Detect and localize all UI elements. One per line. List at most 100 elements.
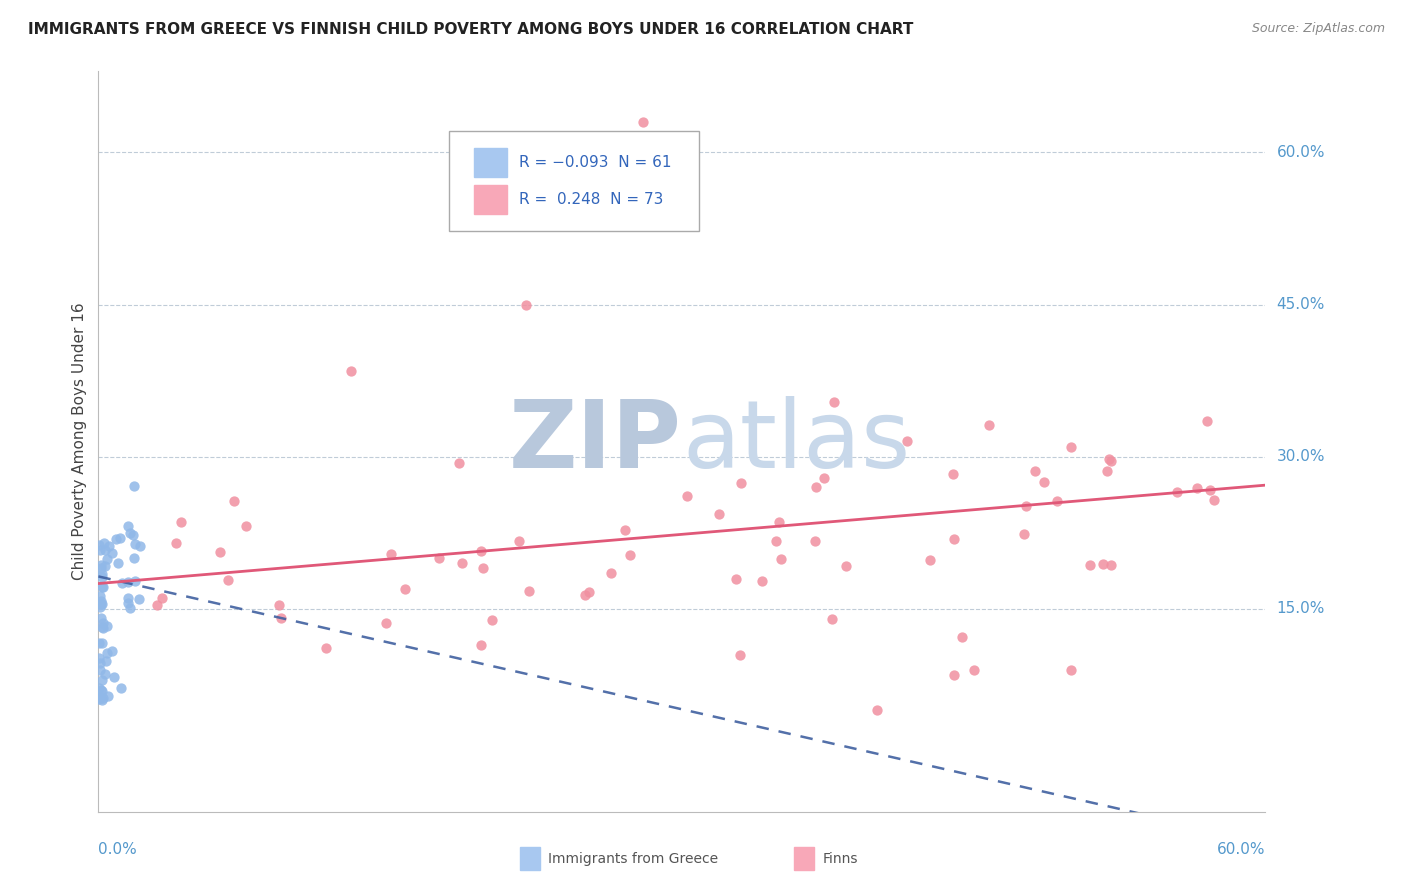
Text: atlas: atlas xyxy=(682,395,910,488)
Point xyxy=(1095,464,1118,478)
Point xyxy=(89,651,111,665)
Point xyxy=(614,523,637,537)
Point xyxy=(96,646,118,660)
Point xyxy=(1099,558,1122,572)
Text: Source: ZipAtlas.com: Source: ZipAtlas.com xyxy=(1251,22,1385,36)
Point xyxy=(93,536,115,550)
Point xyxy=(380,547,402,561)
Point xyxy=(128,592,150,607)
Text: R =  0.248  N = 73: R = 0.248 N = 73 xyxy=(519,192,662,207)
Point xyxy=(676,489,699,503)
Point xyxy=(101,546,124,560)
Point xyxy=(101,643,124,657)
Bar xyxy=(474,147,508,178)
Point xyxy=(150,591,173,605)
Point xyxy=(1195,414,1218,428)
Point xyxy=(447,456,470,470)
Point xyxy=(146,599,169,613)
Point xyxy=(89,636,111,650)
Point xyxy=(730,475,752,490)
Point xyxy=(129,539,152,553)
Point xyxy=(515,298,537,312)
Point xyxy=(93,559,115,574)
Point xyxy=(471,561,494,575)
Point xyxy=(1014,499,1036,513)
Point xyxy=(96,551,118,566)
Point xyxy=(804,480,827,494)
Text: IMMIGRANTS FROM GREECE VS FINNISH CHILD POVERTY AMONG BOYS UNDER 16 CORRELATION : IMMIGRANTS FROM GREECE VS FINNISH CHILD … xyxy=(28,22,914,37)
Point xyxy=(93,615,115,630)
Point xyxy=(89,690,111,704)
Point xyxy=(90,593,112,607)
Point xyxy=(124,550,146,565)
Point xyxy=(120,601,142,615)
Point xyxy=(619,548,641,562)
Point xyxy=(896,434,918,448)
Point xyxy=(942,533,965,547)
Point xyxy=(91,690,114,705)
Point xyxy=(91,620,114,634)
Point xyxy=(1024,464,1046,478)
Text: ZIP: ZIP xyxy=(509,395,682,488)
Point xyxy=(962,663,984,677)
Point xyxy=(111,576,134,591)
Point xyxy=(208,544,231,558)
Point xyxy=(1060,440,1083,454)
Point xyxy=(834,559,856,574)
Point xyxy=(124,537,146,551)
Point xyxy=(89,589,111,603)
Point xyxy=(866,703,889,717)
Point xyxy=(94,667,117,681)
Point xyxy=(89,656,111,670)
Point xyxy=(170,515,193,529)
Point xyxy=(1098,452,1121,467)
Point xyxy=(394,582,416,597)
Point xyxy=(121,528,143,542)
Point xyxy=(104,532,127,546)
Point xyxy=(1166,484,1188,499)
Point xyxy=(89,681,111,696)
Point xyxy=(470,638,492,652)
Point xyxy=(91,673,114,688)
Point xyxy=(943,668,966,682)
Point xyxy=(90,611,112,625)
Point xyxy=(120,525,142,540)
Point xyxy=(108,531,131,545)
Point xyxy=(117,591,139,606)
Text: Immigrants from Greece: Immigrants from Greece xyxy=(548,852,718,865)
Point xyxy=(578,585,600,599)
Point xyxy=(765,534,787,549)
Point xyxy=(90,598,112,612)
Point xyxy=(481,613,503,627)
Point xyxy=(920,553,942,567)
Point xyxy=(96,619,118,633)
Point xyxy=(375,615,398,630)
Point xyxy=(821,612,844,626)
Point xyxy=(103,670,125,684)
Text: R = −0.093  N = 61: R = −0.093 N = 61 xyxy=(519,155,671,169)
Point xyxy=(90,558,112,572)
Point xyxy=(117,596,139,610)
Point xyxy=(574,588,596,602)
Point xyxy=(110,681,132,696)
Point xyxy=(1185,481,1208,495)
Point xyxy=(124,574,146,588)
Point xyxy=(90,561,112,575)
Text: 0.0%: 0.0% xyxy=(98,842,138,857)
Point xyxy=(1202,493,1225,508)
Point xyxy=(91,580,114,594)
Point xyxy=(91,566,114,581)
Point xyxy=(427,551,450,566)
Point xyxy=(823,395,845,409)
Point xyxy=(89,538,111,552)
Point xyxy=(235,519,257,533)
Point xyxy=(122,478,145,492)
Point xyxy=(89,600,111,615)
Point xyxy=(315,640,337,655)
Point xyxy=(631,115,654,129)
Point xyxy=(270,611,292,625)
Point xyxy=(724,572,747,586)
Point xyxy=(804,533,827,548)
Point xyxy=(770,552,793,566)
Point xyxy=(165,535,187,549)
